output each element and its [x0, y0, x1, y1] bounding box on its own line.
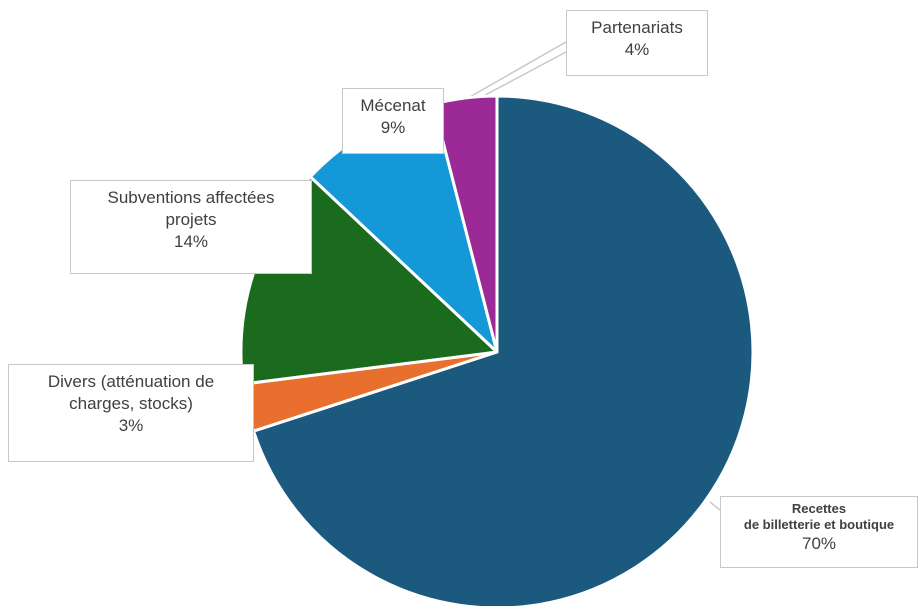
label-partenariats: Partenariats 4%	[566, 10, 708, 76]
label-divers-pct: 3%	[118, 416, 144, 435]
pie-slice-0	[252, 94, 755, 606]
label-subventions-line1: Subventions affectées	[107, 188, 275, 207]
label-divers-line2: charges, stocks)	[69, 394, 193, 413]
label-subventions-pct: 14%	[173, 232, 209, 251]
label-mecenat: Mécenat 9%	[342, 88, 444, 154]
leader-line-0	[709, 501, 721, 511]
label-recettes-line2: de billetterie et boutique	[743, 517, 895, 532]
label-recettes-line1: Recettes	[791, 501, 847, 516]
pie-slices	[239, 94, 755, 606]
leader-lines	[467, 41, 721, 511]
leader-line-1	[467, 41, 567, 99]
label-partenariats-pct: 4%	[624, 40, 650, 59]
label-partenariats-line1: Partenariats	[591, 18, 683, 37]
label-mecenat-pct: 9%	[380, 118, 406, 137]
label-recettes-pct: 70%	[801, 534, 837, 553]
label-subventions: Subventions affectées projets 14%	[70, 180, 312, 274]
label-divers-line1: Divers (atténuation de	[47, 372, 215, 391]
label-subventions-line2: projets	[165, 210, 217, 229]
label-mecenat-line1: Mécenat	[360, 96, 426, 115]
leader-line-2	[475, 51, 567, 101]
label-divers: Divers (atténuation de charges, stocks) …	[8, 364, 254, 462]
label-recettes: Recettes de billetterie et boutique 70%	[720, 496, 918, 568]
